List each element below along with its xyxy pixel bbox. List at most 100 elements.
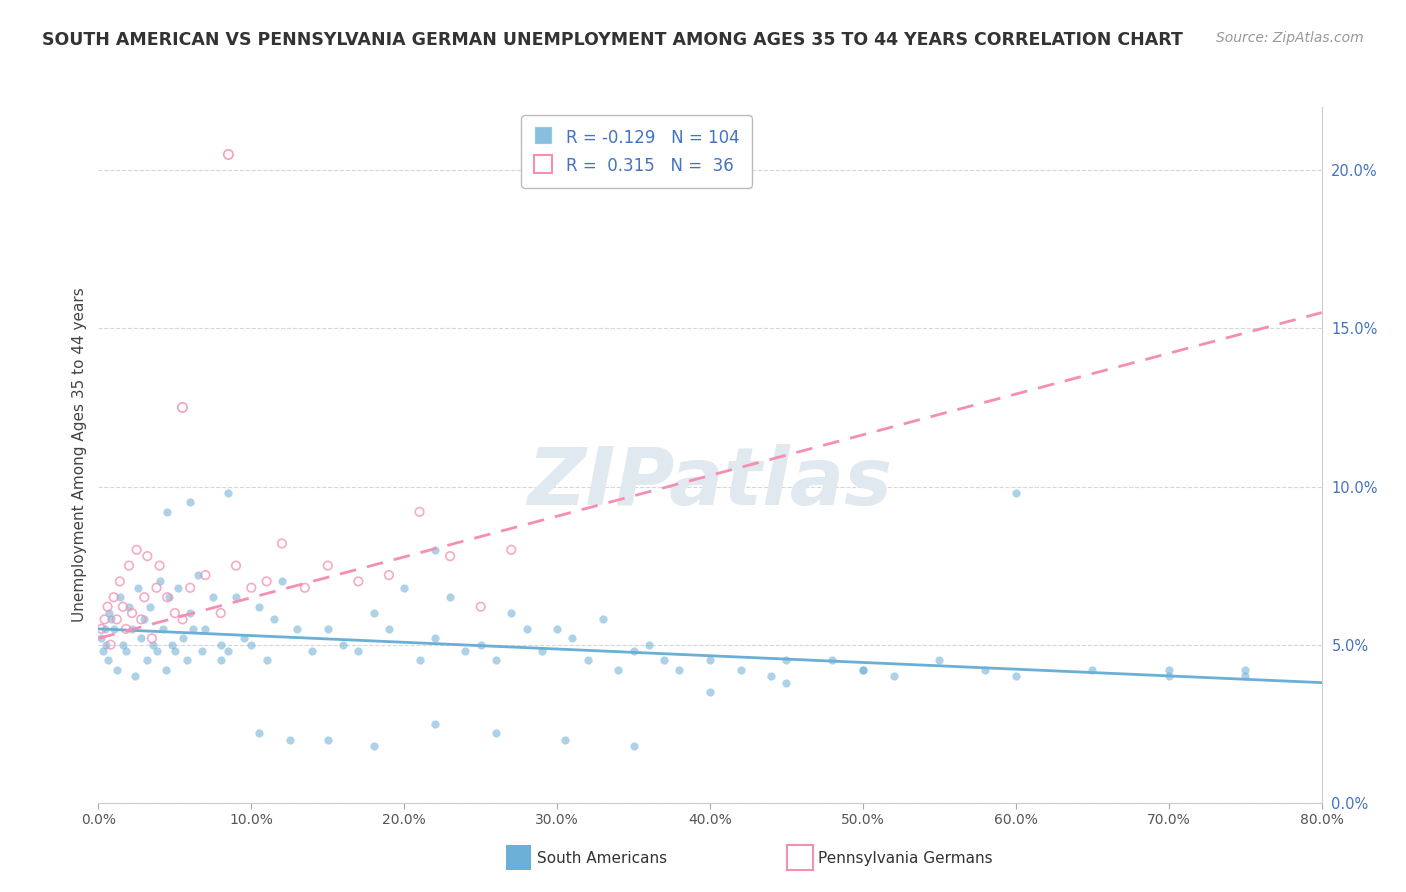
Point: [134, 612, 156, 626]
Point: [1157, 663, 1180, 677]
Point: [501, 542, 523, 557]
Point: [94, 638, 117, 652]
Point: [247, 599, 270, 614]
Point: [100, 638, 122, 652]
Point: [91, 644, 114, 658]
Point: [121, 606, 143, 620]
Point: [378, 568, 401, 582]
Point: [501, 606, 523, 620]
Point: [256, 574, 278, 589]
Point: [181, 622, 204, 636]
Point: [592, 612, 614, 626]
Point: [105, 663, 128, 677]
Point: [576, 653, 599, 667]
Point: [152, 622, 174, 636]
Point: [439, 549, 461, 563]
Point: [209, 638, 232, 652]
Point: [125, 542, 148, 557]
Point: [145, 581, 167, 595]
Point: [270, 574, 294, 589]
Point: [485, 726, 508, 740]
Point: [156, 505, 179, 519]
Point: [115, 622, 138, 636]
Point: [172, 632, 194, 646]
Point: [90, 632, 112, 646]
Point: [668, 663, 690, 677]
Point: [301, 644, 323, 658]
Point: [156, 591, 179, 605]
Point: [149, 558, 172, 573]
Point: [217, 486, 239, 500]
Text: Source: ZipAtlas.com: Source: ZipAtlas.com: [1216, 31, 1364, 45]
Point: [623, 644, 645, 658]
Point: [176, 653, 198, 667]
Point: [1234, 669, 1257, 683]
Point: [974, 663, 997, 677]
Point: [98, 606, 121, 620]
Point: [652, 653, 675, 667]
Point: [470, 599, 492, 614]
Point: [516, 622, 538, 636]
Point: [115, 644, 138, 658]
Point: [194, 568, 217, 582]
Y-axis label: Unemployment Among Ages 35 to 44 years: Unemployment Among Ages 35 to 44 years: [72, 287, 87, 623]
Point: [363, 739, 385, 753]
Point: [316, 732, 339, 747]
Point: [136, 653, 159, 667]
Point: [127, 581, 149, 595]
Point: [316, 558, 339, 573]
Point: [294, 581, 316, 595]
Point: [883, 669, 905, 683]
Point: [209, 653, 232, 667]
Point: [124, 669, 146, 683]
Point: [378, 622, 401, 636]
Point: [1004, 669, 1026, 683]
Point: [163, 644, 186, 658]
Point: [191, 644, 214, 658]
Point: [232, 632, 254, 646]
Point: [160, 638, 183, 652]
Point: [118, 599, 141, 614]
Point: [1234, 663, 1257, 677]
Point: [423, 632, 446, 646]
Point: [97, 653, 120, 667]
Point: [637, 638, 661, 652]
Point: [423, 716, 446, 731]
Point: [392, 581, 416, 595]
Point: [103, 591, 125, 605]
Text: Pennsylvania Germans: Pennsylvania Germans: [818, 851, 993, 865]
Point: [1081, 663, 1104, 677]
Point: [1004, 486, 1026, 500]
Point: [852, 663, 875, 677]
Point: [172, 401, 194, 415]
Point: [202, 591, 225, 605]
Point: [852, 663, 875, 677]
Point: [217, 147, 239, 161]
Point: [554, 732, 576, 747]
Point: [347, 574, 370, 589]
Point: [167, 581, 190, 595]
Point: [423, 542, 446, 557]
Point: [775, 653, 797, 667]
Point: [108, 591, 131, 605]
Point: [90, 622, 112, 636]
Point: [247, 726, 270, 740]
Point: [103, 622, 125, 636]
Point: [530, 644, 553, 658]
Point: [179, 495, 201, 509]
Point: [194, 622, 217, 636]
Point: [240, 581, 263, 595]
Point: [108, 574, 131, 589]
Point: [240, 638, 263, 652]
Point: [699, 685, 721, 699]
Point: [225, 558, 247, 573]
Point: [775, 675, 797, 690]
Point: [332, 638, 354, 652]
Point: [278, 732, 301, 747]
Point: [821, 653, 844, 667]
Point: [561, 632, 583, 646]
Point: [142, 638, 165, 652]
Point: [1157, 669, 1180, 683]
Point: [105, 612, 128, 626]
Point: [363, 606, 385, 620]
